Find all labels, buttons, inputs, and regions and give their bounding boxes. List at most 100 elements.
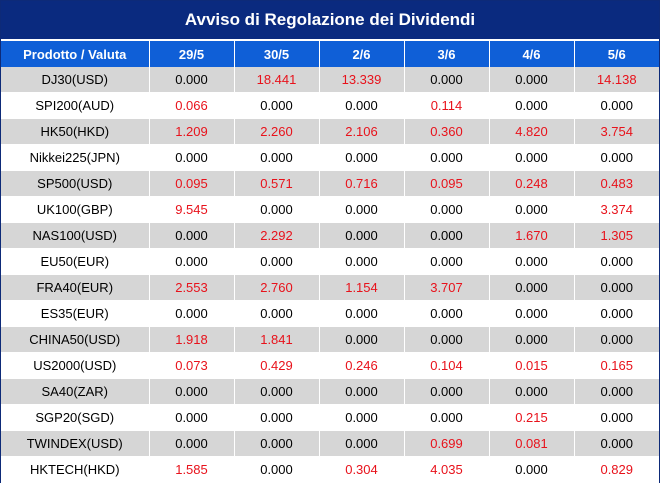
column-header-date: 29/5 — [149, 41, 235, 67]
dividend-value-cell: 0.000 — [234, 92, 320, 119]
dividend-value-cell: 0.000 — [319, 404, 405, 431]
product-cell: CHINA50(USD) — [1, 326, 150, 353]
dividend-value-cell: 0.000 — [234, 456, 320, 483]
product-cell: FRA40(EUR) — [1, 274, 150, 301]
dividend-value-cell: 0.114 — [404, 92, 490, 119]
dividend-value-cell: 1.841 — [234, 326, 320, 353]
dividend-value-cell: 0.000 — [574, 144, 659, 171]
dividend-value-cell: 1.154 — [319, 274, 405, 301]
dividend-value-cell: 0.000 — [574, 92, 659, 119]
dividend-value-cell: 0.015 — [489, 352, 575, 379]
product-cell: Nikkei225(JPN) — [1, 144, 150, 171]
product-cell: HK50(HKD) — [1, 118, 150, 145]
table-row: SA40(ZAR) 0.000 0.000 0.000 0.000 0.000 0.000 — [1, 378, 659, 405]
dividend-value-cell: 9.545 — [149, 196, 235, 223]
dividend-value-cell: 0.000 — [319, 378, 405, 405]
dividend-value-cell: 0.360 — [404, 118, 490, 145]
table-row: EU50(EUR) 0.000 0.000 0.000 0.000 0.000 0.000 — [1, 248, 659, 275]
dividend-value-cell: 0.248 — [489, 170, 575, 197]
dividend-value-cell: 0.000 — [319, 326, 405, 353]
table-row: SGP20(SGD) 0.000 0.000 0.000 0.000 0.215 0.000 — [1, 404, 659, 431]
dividend-value-cell: 0.000 — [574, 274, 659, 301]
table-row: UK100(GBP) 9.545 0.000 0.000 0.000 0.000 3.374 — [1, 196, 659, 223]
dividend-value-cell: 0.000 — [489, 326, 575, 353]
product-cell: DJ30(USD) — [1, 67, 150, 93]
dividend-value-cell: 0.000 — [319, 196, 405, 223]
dividend-value-cell: 0.000 — [234, 430, 320, 457]
dividend-value-cell: 0.081 — [489, 430, 575, 457]
product-cell: US2000(USD) — [1, 352, 150, 379]
dividend-value-cell: 1.918 — [149, 326, 235, 353]
dividend-value-cell: 0.000 — [574, 248, 659, 275]
product-cell: EU50(EUR) — [1, 248, 150, 275]
dividend-value-cell: 0.000 — [319, 144, 405, 171]
dividend-value-cell: 0.000 — [234, 196, 320, 223]
column-header-date: 2/6 — [319, 41, 405, 67]
product-cell: TWINDEX(USD) — [1, 430, 150, 457]
table-row: NAS100(USD) 0.000 2.292 0.000 0.000 1.670 1.30… — [1, 222, 659, 249]
table-row: HK50(HKD) 1.209 2.260 2.106 0.360 4.820 3.754 — [1, 118, 659, 145]
table-row: ES35(EUR) 0.000 0.000 0.000 0.000 0.000 0.000 — [1, 300, 659, 327]
dividend-value-cell: 0.000 — [489, 196, 575, 223]
dividend-value-cell: 0.000 — [149, 144, 235, 171]
dividend-value-cell: 0.000 — [574, 430, 659, 457]
product-cell: NAS100(USD) — [1, 222, 150, 249]
dividend-value-cell: 0.000 — [574, 326, 659, 353]
dividend-value-cell: 0.000 — [234, 378, 320, 405]
dividend-value-cell: 14.138 — [574, 67, 659, 93]
dividend-value-cell: 0.165 — [574, 352, 659, 379]
dividend-value-cell: 3.754 — [574, 118, 659, 145]
dividend-value-cell: 0.000 — [404, 222, 490, 249]
dividend-value-cell: 0.483 — [574, 170, 659, 197]
page-title: Avviso di Regolazione dei Dividendi — [1, 1, 659, 39]
dividend-value-cell: 0.000 — [489, 456, 575, 483]
dividend-value-cell: 2.106 — [319, 118, 405, 145]
column-header-product: Prodotto / Valuta — [1, 41, 150, 67]
dividend-value-cell: 0.000 — [234, 248, 320, 275]
dividend-value-cell: 1.305 — [574, 222, 659, 249]
dividend-value-cell: 0.000 — [149, 300, 235, 327]
dividend-value-cell: 0.000 — [234, 144, 320, 171]
dividend-value-cell: 0.000 — [149, 430, 235, 457]
dividend-value-cell: 0.000 — [404, 326, 490, 353]
dividend-value-cell: 2.260 — [234, 118, 320, 145]
product-cell: HKTECH(HKD) — [1, 456, 150, 483]
table-header-row: Prodotto / Valuta 29/5 30/5 2/6 3/6 4/6 … — [1, 41, 659, 67]
dividend-value-cell: 0.571 — [234, 170, 320, 197]
dividend-table: Prodotto / Valuta 29/5 30/5 2/6 3/6 4/6 … — [1, 41, 659, 483]
dividend-value-cell: 0.000 — [404, 300, 490, 327]
column-header-date: 5/6 — [574, 41, 659, 67]
dividend-value-cell: 0.095 — [149, 170, 235, 197]
dividend-value-cell: 3.374 — [574, 196, 659, 223]
table-row: SPI200(AUD) 0.066 0.000 0.000 0.114 0.000 0.00… — [1, 92, 659, 119]
dividend-value-cell: 0.000 — [574, 300, 659, 327]
dividend-value-cell: 0.000 — [234, 300, 320, 327]
dividend-value-cell: 1.585 — [149, 456, 235, 483]
dividend-value-cell: 0.000 — [489, 92, 575, 119]
dividend-value-cell: 0.000 — [149, 378, 235, 405]
dividend-value-cell: 0.000 — [404, 144, 490, 171]
table-body: DJ30(USD) 0.000 18.441 13.339 0.000 0.000 14.1… — [1, 67, 659, 483]
column-header-date: 4/6 — [489, 41, 575, 67]
dividend-value-cell: 0.000 — [319, 92, 405, 119]
dividend-value-cell: 2.292 — [234, 222, 320, 249]
dividend-value-cell: 0.000 — [319, 430, 405, 457]
product-cell: SA40(ZAR) — [1, 378, 150, 405]
dividend-value-cell: 1.670 — [489, 222, 575, 249]
column-header-date: 30/5 — [234, 41, 320, 67]
dividend-value-cell: 0.000 — [319, 300, 405, 327]
dividend-value-cell: 0.000 — [574, 378, 659, 405]
dividend-value-cell: 0.000 — [149, 222, 235, 249]
table-row: DJ30(USD) 0.000 18.441 13.339 0.000 0.000 14.1… — [1, 67, 659, 93]
table-row: CHINA50(USD) 1.918 1.841 0.000 0.000 0.000 0.0… — [1, 326, 659, 353]
dividend-value-cell: 0.699 — [404, 430, 490, 457]
product-cell: ES35(EUR) — [1, 300, 150, 327]
table-row: HKTECH(HKD) 1.585 0.000 0.304 4.035 0.000 0.82… — [1, 456, 659, 483]
dividend-value-cell: 0.000 — [404, 404, 490, 431]
dividend-value-cell: 0.000 — [149, 67, 235, 93]
dividend-value-cell: 0.095 — [404, 170, 490, 197]
dividend-value-cell: 0.000 — [489, 144, 575, 171]
dividend-value-cell: 0.304 — [319, 456, 405, 483]
dividend-value-cell: 0.246 — [319, 352, 405, 379]
